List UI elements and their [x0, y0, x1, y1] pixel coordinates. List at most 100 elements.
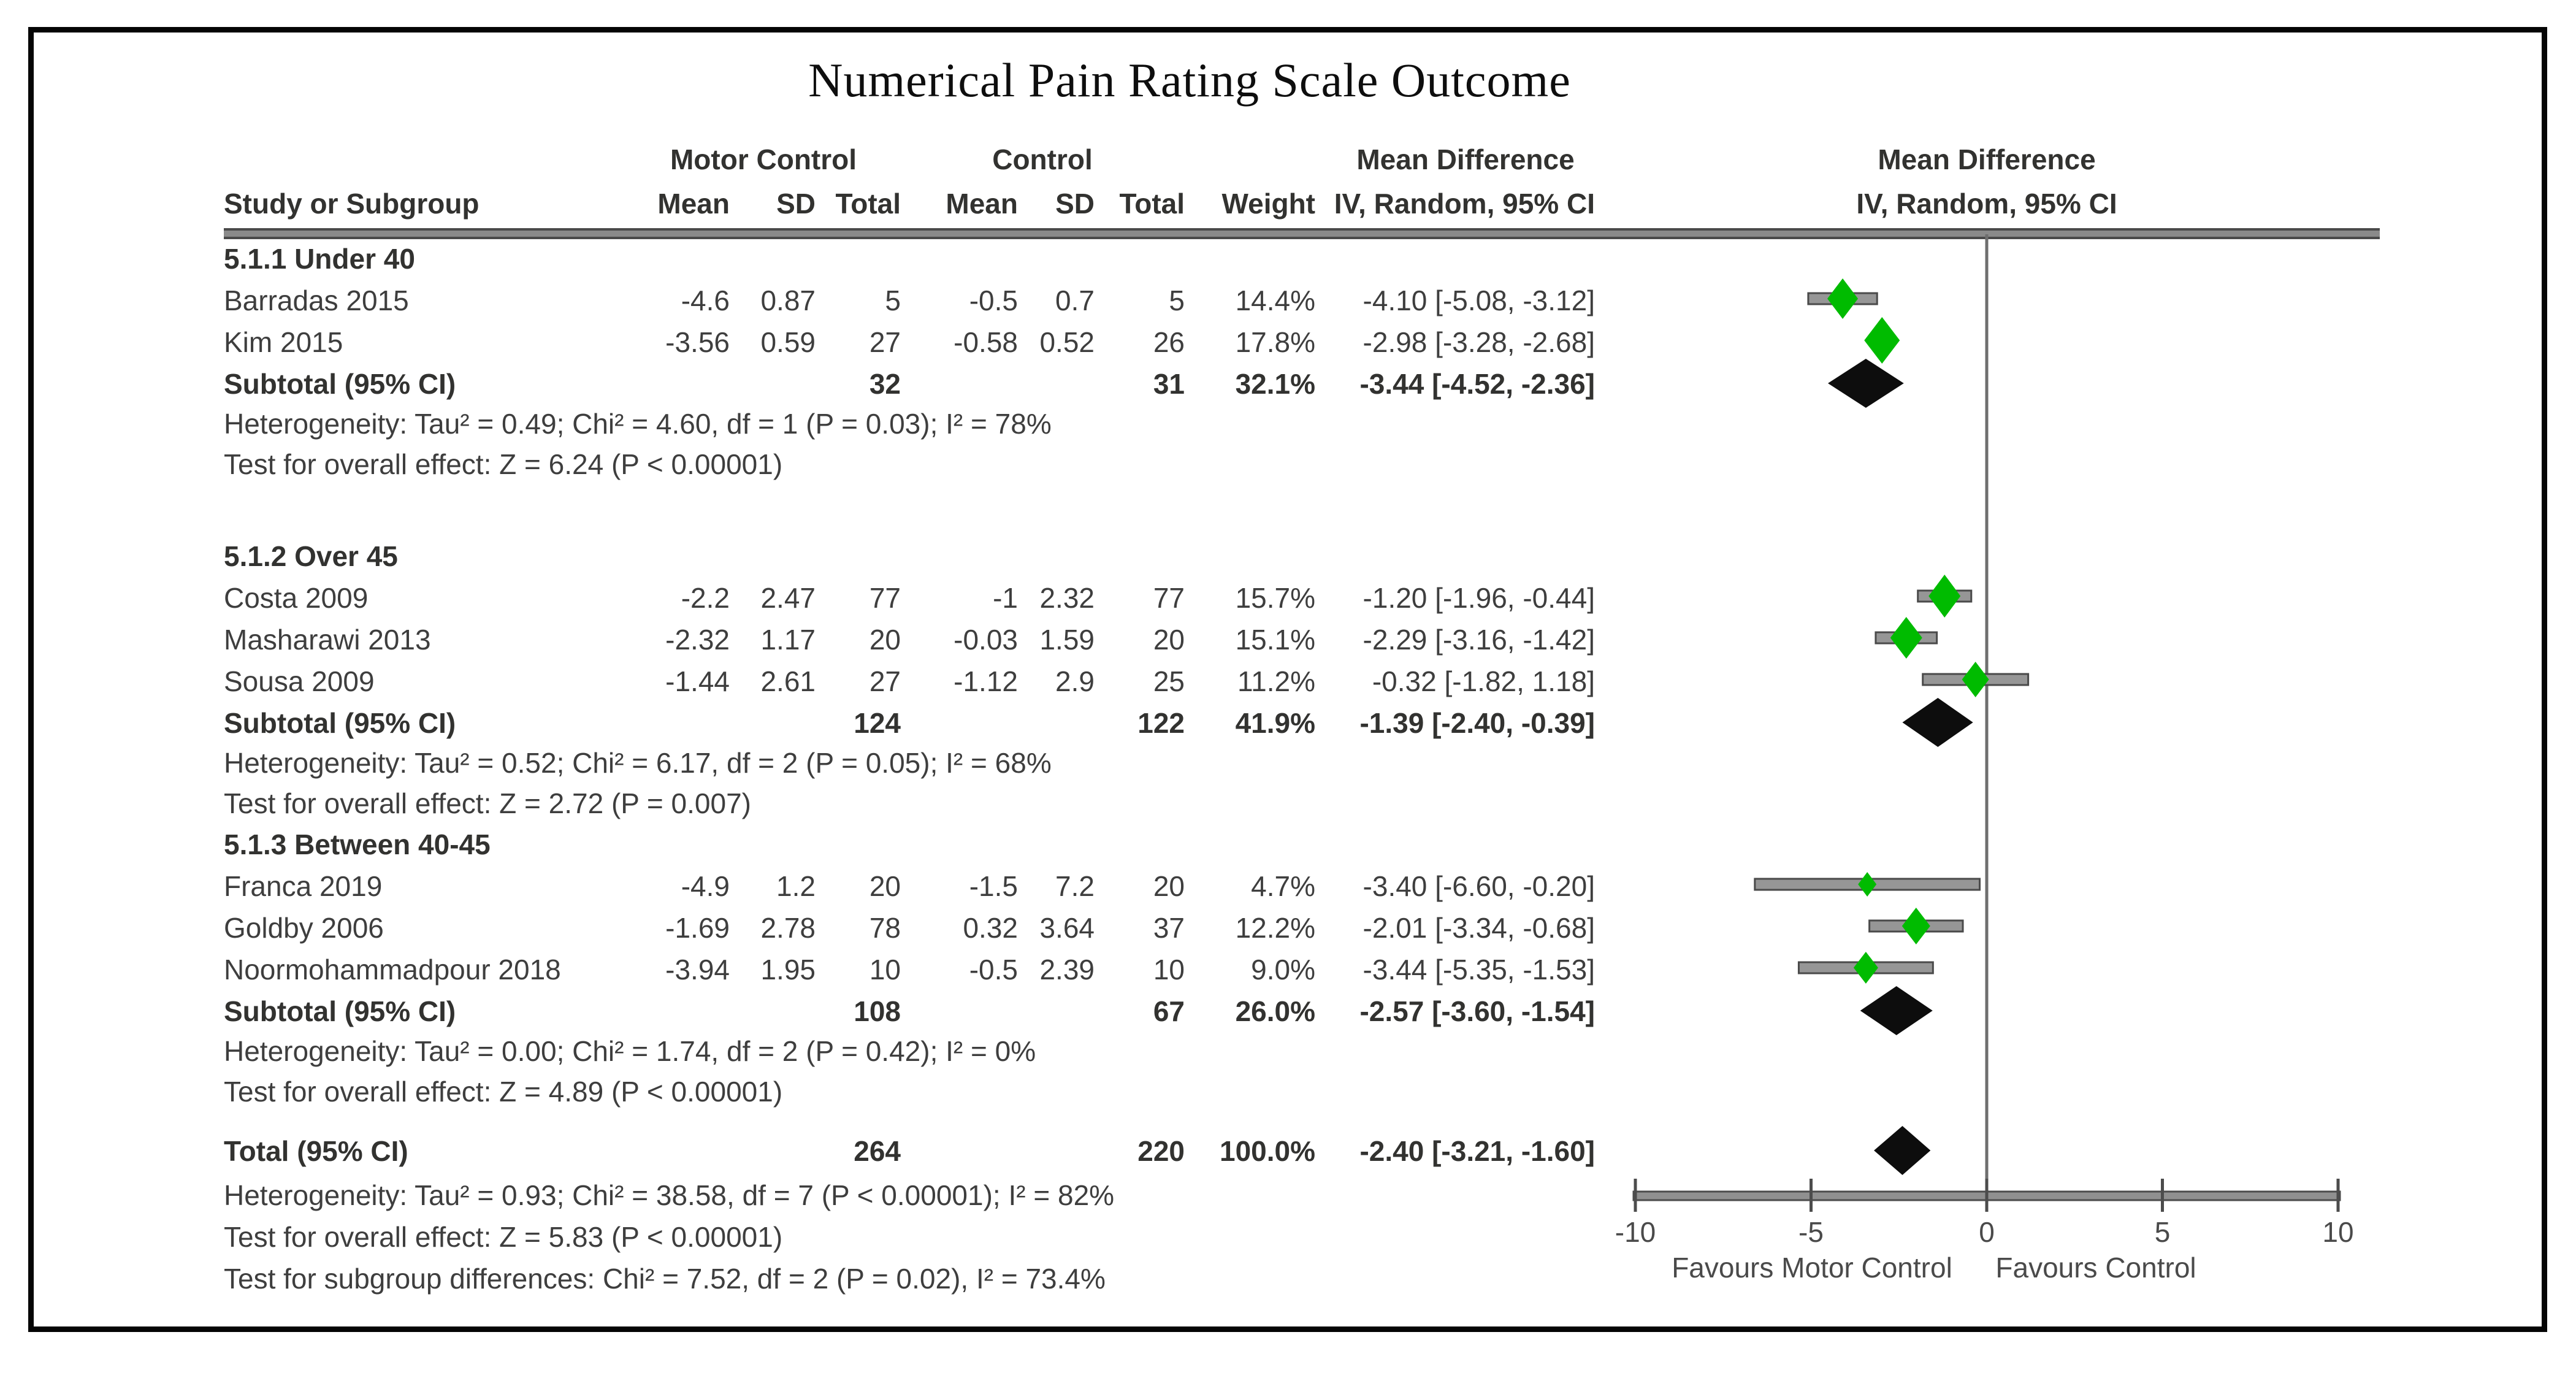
ci-text: -1.20 [-1.96, -0.44] [1363, 582, 1595, 614]
c-sd: 3.64 [1039, 912, 1095, 944]
weight: 9.0% [1251, 954, 1315, 986]
overall-effect-note: Test for overall effect: Z = 6.24 (P < 0… [224, 448, 783, 480]
study-name: Goldby 2006 [224, 912, 384, 944]
mc-sd: 1.17 [760, 624, 816, 656]
mc-total: 20 [869, 870, 901, 902]
subtotal-label: Subtotal (95% CI) [224, 368, 456, 400]
plot-header-iv-ci: IV, Random, 95% CI [1856, 188, 2117, 220]
mc-total: 264 [854, 1135, 901, 1167]
ci-text: -1.39 [-2.40, -0.39] [1359, 707, 1595, 739]
col-header-mc-sd: SD [776, 188, 816, 220]
total-heterogeneity-note: Heterogeneity: Tau² = 0.93; Chi² = 38.58… [224, 1179, 1115, 1211]
total-overall-effect-note: Test for overall effect: Z = 5.83 (P < 0… [224, 1221, 783, 1253]
mc-total: 77 [869, 582, 901, 614]
mc-sd: 1.2 [776, 870, 816, 902]
mc-total: 5 [885, 285, 901, 316]
axis-tick-label: 10 [2322, 1216, 2354, 1248]
c-total: 5 [1169, 285, 1185, 316]
subtotal-label: Total (95% CI) [224, 1135, 408, 1167]
col-header-mc-mean: Mean [657, 188, 730, 220]
figure-border [28, 27, 2547, 1332]
col-header-c-mean: Mean [946, 188, 1018, 220]
col-header-motor-control: Motor Control [670, 144, 857, 175]
c-total: 25 [1153, 665, 1185, 697]
mc-mean: -3.94 [665, 954, 730, 986]
col-header-control: Control [992, 144, 1093, 175]
mc-mean: -3.56 [665, 326, 730, 358]
c-mean: -0.03 [954, 624, 1018, 656]
c-mean: -1.5 [969, 870, 1018, 902]
study-name: Franca 2019 [224, 870, 383, 902]
mc-total: 27 [869, 665, 901, 697]
c-mean: -1.12 [954, 665, 1018, 697]
study-name: Sousa 2009 [224, 665, 375, 697]
col-header-mean-difference: Mean Difference [1356, 144, 1575, 175]
col-header-iv-ci: IV, Random, 95% CI [1334, 188, 1595, 220]
header-rule [224, 228, 2380, 239]
axis-tick-label: -10 [1615, 1216, 1656, 1248]
c-total: 67 [1153, 995, 1185, 1027]
study-name: Barradas 2015 [224, 285, 409, 316]
ci-text: -2.57 [-3.60, -1.54] [1359, 995, 1595, 1027]
col-header-study: Study or Subgroup [224, 188, 480, 220]
overall-effect-note: Test for overall effect: Z = 4.89 (P < 0… [224, 1076, 783, 1108]
weight: 17.8% [1235, 326, 1315, 358]
ci-text: -2.40 [-3.21, -1.60] [1359, 1135, 1595, 1167]
c-mean: -1 [993, 582, 1018, 614]
study-name: Costa 2009 [224, 582, 369, 614]
c-sd: 2.9 [1055, 665, 1095, 697]
mc-mean: -4.9 [681, 870, 730, 902]
c-sd: 0.7 [1055, 285, 1095, 316]
ci-text: -0.32 [-1.82, 1.18] [1372, 665, 1595, 697]
mc-total: 124 [854, 707, 901, 739]
weight: 100.0% [1219, 1135, 1315, 1167]
mc-sd: 2.78 [760, 912, 816, 944]
mc-sd: 0.59 [760, 326, 816, 358]
c-total: 20 [1153, 870, 1185, 902]
plot-header-mean-difference: Mean Difference [1878, 144, 2096, 175]
c-total: 31 [1153, 368, 1185, 400]
col-header-mc-total: Total [835, 188, 901, 220]
subtotal-label: Subtotal (95% CI) [224, 995, 456, 1027]
weight: 12.2% [1235, 912, 1315, 944]
mc-total: 20 [869, 624, 901, 656]
mc-total: 10 [869, 954, 901, 986]
c-sd: 7.2 [1055, 870, 1095, 902]
overall-effect-note: Test for overall effect: Z = 2.72 (P = 0… [224, 787, 751, 819]
ci-text: -2.98 [-3.28, -2.68] [1363, 326, 1595, 358]
col-header-c-total: Total [1119, 188, 1185, 220]
c-mean: -0.5 [969, 285, 1018, 316]
study-name: Kim 2015 [224, 326, 343, 358]
subgroup-header: 5.1.2 Over 45 [224, 540, 398, 572]
mc-mean: -4.6 [681, 285, 730, 316]
mc-sd: 2.47 [760, 582, 816, 614]
mc-sd: 0.87 [760, 285, 816, 316]
weight: 41.9% [1235, 707, 1315, 739]
axis-tick-label: -5 [1798, 1216, 1824, 1248]
subgroup-header: 5.1.3 Between 40-45 [224, 829, 491, 860]
weight: 15.1% [1235, 624, 1315, 656]
heterogeneity-note: Heterogeneity: Tau² = 0.49; Chi² = 4.60,… [224, 408, 1052, 440]
weight: 26.0% [1235, 995, 1315, 1027]
c-total: 77 [1153, 582, 1185, 614]
heterogeneity-note: Heterogeneity: Tau² = 0.00; Chi² = 1.74,… [224, 1035, 1036, 1067]
mc-total: 108 [854, 995, 901, 1027]
c-total: 10 [1153, 954, 1185, 986]
c-sd: 2.39 [1039, 954, 1095, 986]
mc-sd: 1.95 [760, 954, 816, 986]
c-total: 20 [1153, 624, 1185, 656]
mc-mean: -2.2 [681, 582, 730, 614]
c-mean: -0.58 [954, 326, 1018, 358]
c-sd: 0.52 [1039, 326, 1095, 358]
weight: 14.4% [1235, 285, 1315, 316]
col-header-weight: Weight [1221, 188, 1315, 220]
study-name: Masharawi 2013 [224, 624, 431, 656]
c-total: 122 [1137, 707, 1185, 739]
ci-text: -3.40 [-6.60, -0.20] [1363, 870, 1595, 902]
mc-mean: -2.32 [665, 624, 730, 656]
mc-total: 32 [869, 368, 901, 400]
c-mean: 0.32 [963, 912, 1018, 944]
weight: 32.1% [1235, 368, 1315, 400]
weight: 15.7% [1235, 582, 1315, 614]
mc-mean: -1.44 [665, 665, 730, 697]
